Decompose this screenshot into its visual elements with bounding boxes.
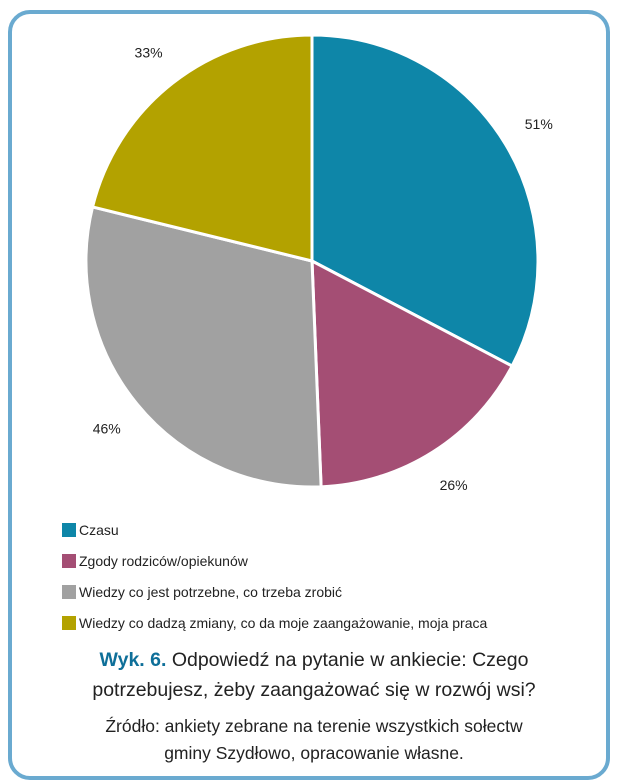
pie-chart: 51% 26% 46% 33% — [84, 33, 553, 493]
caption-line1: Odpowiedź na pytanie w ankiecie: Czego — [171, 649, 529, 671]
pie-slice — [310, 33, 540, 369]
pie-slice — [310, 258, 515, 489]
legend-label: Zgody rodziców/opiekunów — [79, 552, 248, 569]
legend-item-czasu: Czasu — [62, 514, 602, 545]
source-line2: gminy Szydłowo, opracowanie własne. — [164, 743, 464, 763]
legend-label: Czasu — [79, 521, 119, 538]
legend-item-wiedzy-potrzebne: Wiedzy co jest potrzebne, co trzeba zrob… — [62, 576, 602, 607]
figure-caption: Wyk. 6. Odpowiedź na pytanie w ankiecie:… — [20, 645, 608, 705]
slice-value-label: 26% — [440, 477, 468, 493]
figure-number: Wyk. 6. — [99, 649, 167, 671]
legend-swatch — [62, 584, 76, 599]
legend-item-wiedzy-zmiany: Wiedzy co dadzą zmiany, co da moje zaang… — [62, 607, 602, 638]
legend: Czasu Zgody rodziców/opiekunów Wiedzy co… — [62, 514, 602, 638]
slice-value-label: 33% — [135, 44, 163, 60]
figure-source: Źródło: ankiety zebrane na terenie wszys… — [20, 713, 608, 767]
pie-slice — [84, 205, 323, 489]
pie-slice — [90, 33, 314, 263]
caption-line2: potrzebujesz, żeby zaangażować się w roz… — [92, 679, 536, 701]
legend-label: Wiedzy co dadzą zmiany, co da moje zaang… — [79, 614, 488, 631]
legend-swatch — [62, 615, 76, 630]
legend-item-zgody: Zgody rodziców/opiekunów — [62, 545, 602, 576]
slice-value-label: 51% — [525, 116, 553, 132]
slice-value-label: 46% — [93, 421, 121, 437]
source-line1: Źródło: ankiety zebrane na terenie wszys… — [105, 716, 523, 736]
legend-swatch — [62, 522, 76, 537]
legend-label: Wiedzy co jest potrzebne, co trzeba zrob… — [79, 583, 343, 600]
legend-swatch — [62, 553, 76, 568]
